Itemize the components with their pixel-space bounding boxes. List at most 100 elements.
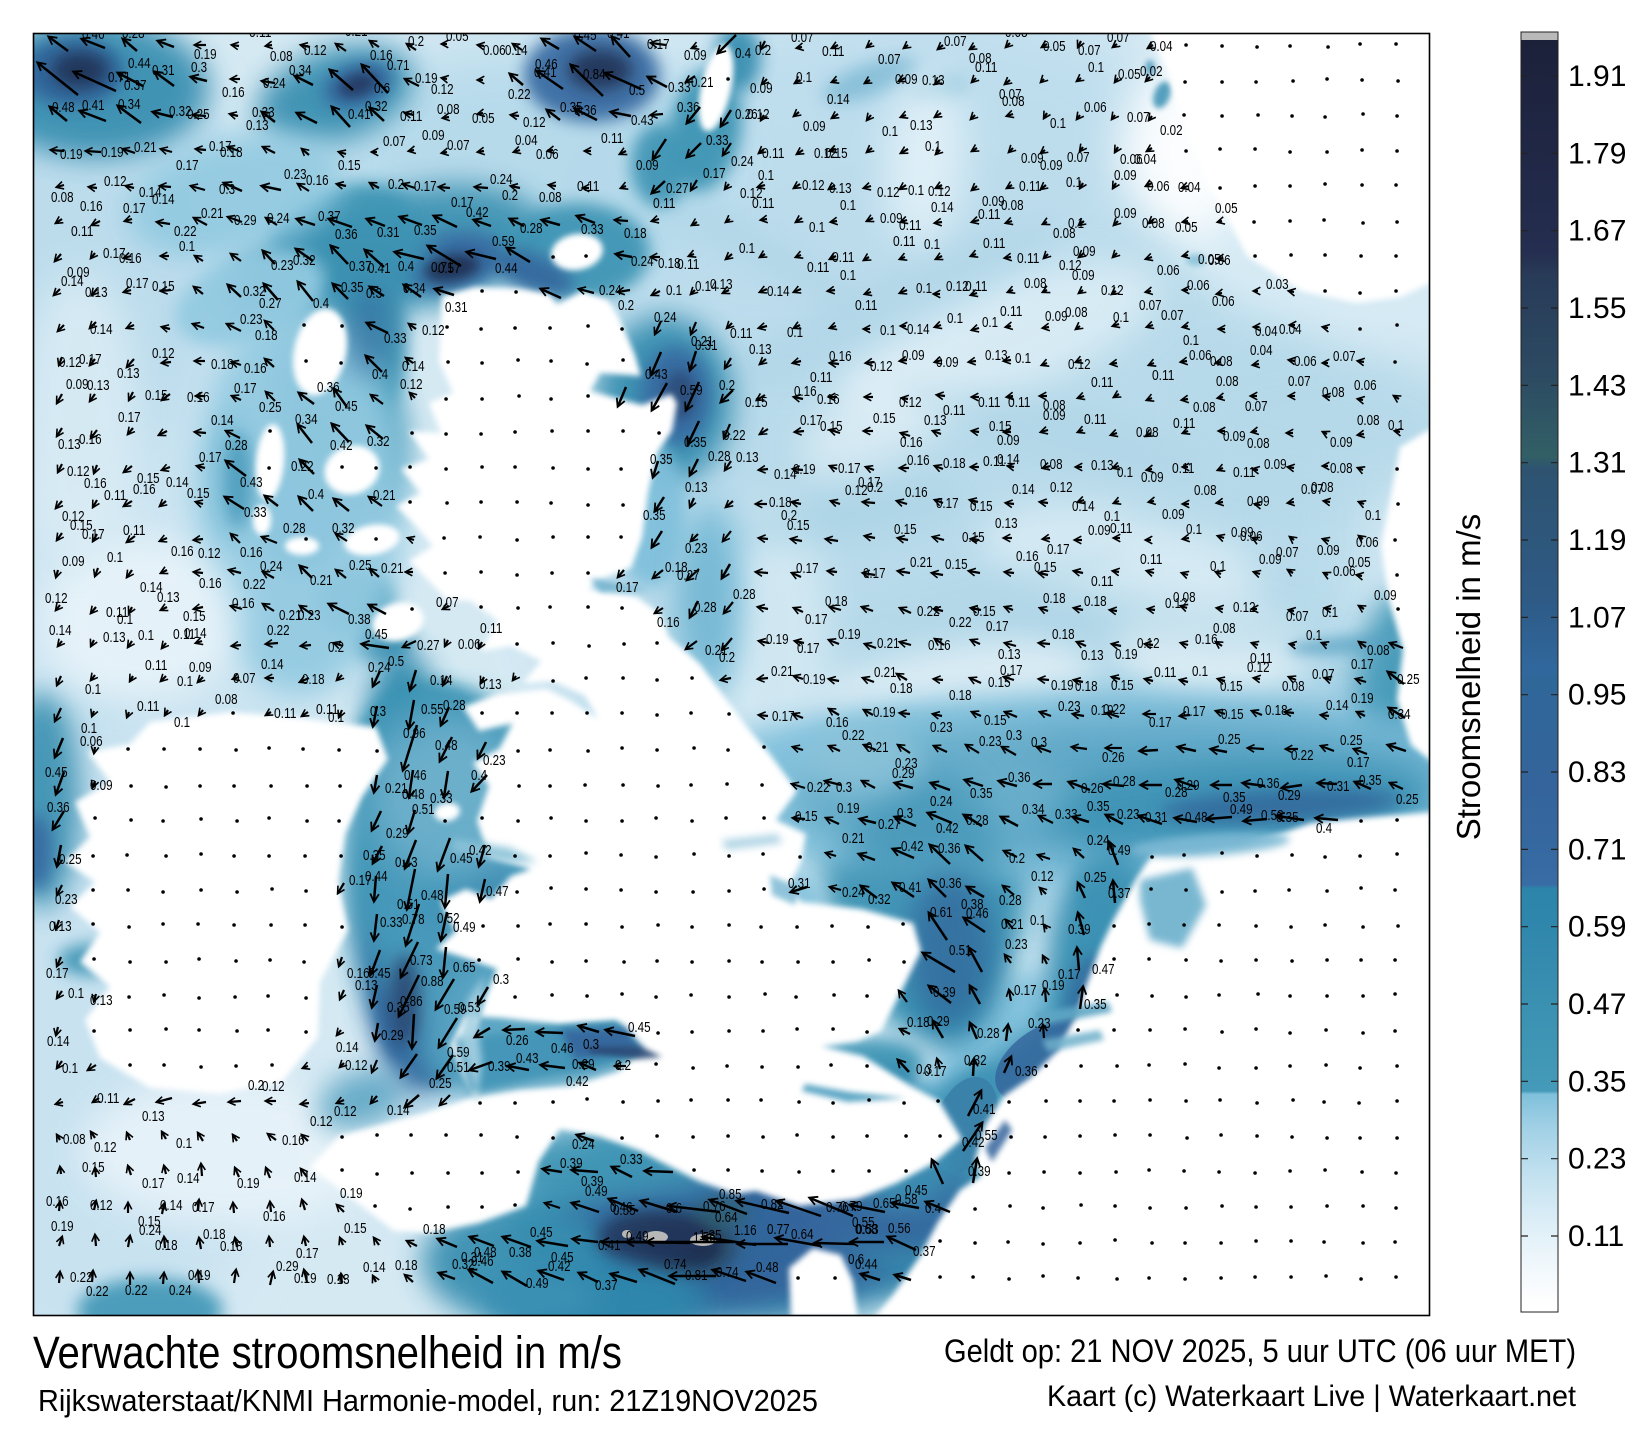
svg-text:0.09: 0.09 <box>902 347 925 364</box>
svg-text:0.04: 0.04 <box>1134 151 1157 168</box>
svg-text:0.33: 0.33 <box>1055 806 1078 823</box>
svg-text:0.09: 0.09 <box>1247 493 1270 510</box>
svg-text:0.11: 0.11 <box>601 130 624 147</box>
svg-text:0.27: 0.27 <box>677 567 700 584</box>
svg-text:0.18: 0.18 <box>1075 678 1098 695</box>
svg-text:0.14: 0.14 <box>49 622 72 639</box>
svg-text:0.43: 0.43 <box>240 474 263 491</box>
svg-text:0.18: 0.18 <box>825 593 848 610</box>
svg-text:0.26: 0.26 <box>506 1032 529 1049</box>
svg-text:0.07: 0.07 <box>1245 398 1268 415</box>
svg-text:0.5: 0.5 <box>388 653 404 670</box>
svg-text:0.32: 0.32 <box>367 433 390 450</box>
svg-text:0.08: 0.08 <box>1136 424 1159 441</box>
svg-text:0.28: 0.28 <box>977 1025 1000 1042</box>
svg-text:0.17: 0.17 <box>46 965 69 982</box>
svg-text:0.11: 0.11 <box>978 394 1001 411</box>
svg-text:0.24: 0.24 <box>368 659 391 676</box>
svg-text:0.35: 0.35 <box>1223 789 1246 806</box>
svg-text:0.23: 0.23 <box>1568 1143 1626 1176</box>
svg-text:0.12: 0.12 <box>45 590 68 607</box>
svg-text:0.23: 0.23 <box>298 607 321 624</box>
svg-text:0.15: 0.15 <box>973 603 996 620</box>
svg-text:0.16: 0.16 <box>232 595 255 612</box>
svg-text:0.2: 0.2 <box>618 297 634 314</box>
svg-text:0.2: 0.2 <box>408 33 424 50</box>
svg-text:0.04: 0.04 <box>515 132 538 149</box>
svg-text:0.46: 0.46 <box>82 26 105 43</box>
svg-text:0.19: 0.19 <box>873 704 896 721</box>
svg-text:0.11: 0.11 <box>1091 374 1114 391</box>
svg-text:0.23: 0.23 <box>1005 936 1028 953</box>
svg-text:0.14: 0.14 <box>261 656 284 673</box>
svg-text:0.13: 0.13 <box>736 449 759 466</box>
svg-text:0.1: 0.1 <box>85 681 101 698</box>
svg-text:0.39: 0.39 <box>581 1173 604 1190</box>
svg-text:0.19: 0.19 <box>340 1185 363 1202</box>
svg-text:0.64: 0.64 <box>791 1226 814 1243</box>
svg-text:0.21: 0.21 <box>874 664 897 681</box>
svg-text:0.43: 0.43 <box>516 1050 539 1067</box>
svg-text:0.09: 0.09 <box>1264 456 1287 473</box>
svg-text:0.17: 0.17 <box>838 460 861 477</box>
svg-text:0.12: 0.12 <box>310 1113 333 1130</box>
svg-text:0.78: 0.78 <box>402 911 425 928</box>
svg-text:0.17: 0.17 <box>858 474 881 491</box>
svg-text:0.45: 0.45 <box>905 1182 928 1199</box>
svg-text:0.33: 0.33 <box>620 1151 643 1168</box>
svg-text:1.07: 1.07 <box>1568 601 1626 634</box>
svg-text:0.09: 0.09 <box>422 127 445 144</box>
svg-text:0.19: 0.19 <box>803 671 826 688</box>
svg-text:0.12: 0.12 <box>845 482 868 499</box>
svg-text:0.43: 0.43 <box>645 366 668 383</box>
svg-text:0.4: 0.4 <box>735 45 751 62</box>
svg-text:0.1: 0.1 <box>840 267 856 284</box>
svg-text:0.15: 0.15 <box>787 517 810 534</box>
svg-text:0.22: 0.22 <box>70 1269 93 1286</box>
svg-text:0.11: 0.11 <box>104 487 127 504</box>
svg-text:0.49: 0.49 <box>526 1275 549 1292</box>
svg-text:1.91: 1.91 <box>1568 60 1626 93</box>
svg-text:0.22: 0.22 <box>1103 701 1126 718</box>
svg-text:0.16: 0.16 <box>263 1208 286 1225</box>
svg-text:0.09: 0.09 <box>1073 243 1096 260</box>
svg-text:0.17: 0.17 <box>1351 656 1374 673</box>
svg-text:0.39: 0.39 <box>933 984 956 1001</box>
svg-text:0.13: 0.13 <box>922 72 945 89</box>
svg-text:0.11: 0.11 <box>173 626 196 643</box>
svg-text:0.11: 0.11 <box>316 701 339 718</box>
svg-text:0.25: 0.25 <box>429 1075 452 1092</box>
svg-text:0.06: 0.06 <box>1354 377 1377 394</box>
svg-text:0.14: 0.14 <box>387 1102 410 1119</box>
svg-text:0.11: 0.11 <box>1568 1220 1624 1253</box>
svg-text:0.12: 0.12 <box>104 173 127 190</box>
svg-text:0.13: 0.13 <box>710 276 733 293</box>
svg-text:0.13: 0.13 <box>1081 647 1104 664</box>
svg-text:0.36: 0.36 <box>317 379 340 396</box>
svg-text:0.13: 0.13 <box>58 436 81 453</box>
svg-text:0.16: 0.16 <box>244 360 267 377</box>
svg-text:0.17: 0.17 <box>126 275 149 292</box>
svg-text:0.31: 0.31 <box>695 337 718 354</box>
svg-text:0.17: 0.17 <box>234 380 257 397</box>
svg-text:0.15: 0.15 <box>1220 678 1243 695</box>
svg-text:0.17: 0.17 <box>986 618 1009 635</box>
svg-text:0.28: 0.28 <box>1165 784 1188 801</box>
svg-text:0.09: 0.09 <box>189 659 212 676</box>
svg-text:0.68: 0.68 <box>855 1221 878 1238</box>
svg-text:0.47: 0.47 <box>1568 988 1626 1021</box>
svg-text:0.1: 0.1 <box>982 314 998 331</box>
svg-text:0.37: 0.37 <box>318 208 341 225</box>
svg-text:0.09: 0.09 <box>880 210 903 227</box>
svg-text:0.36: 0.36 <box>1008 769 1031 786</box>
svg-text:0.13: 0.13 <box>685 479 708 496</box>
svg-text:0.35: 0.35 <box>643 507 666 524</box>
svg-text:0.21: 0.21 <box>1001 916 1024 933</box>
svg-text:0.11: 0.11 <box>145 657 168 674</box>
svg-text:0.22: 0.22 <box>174 223 197 240</box>
svg-text:0.11: 0.11 <box>400 108 423 125</box>
svg-text:0.19: 0.19 <box>60 146 83 163</box>
svg-text:0.03: 0.03 <box>1266 276 1289 293</box>
svg-text:0.09: 0.09 <box>1021 150 1044 167</box>
svg-text:0.19: 0.19 <box>1115 646 1138 663</box>
